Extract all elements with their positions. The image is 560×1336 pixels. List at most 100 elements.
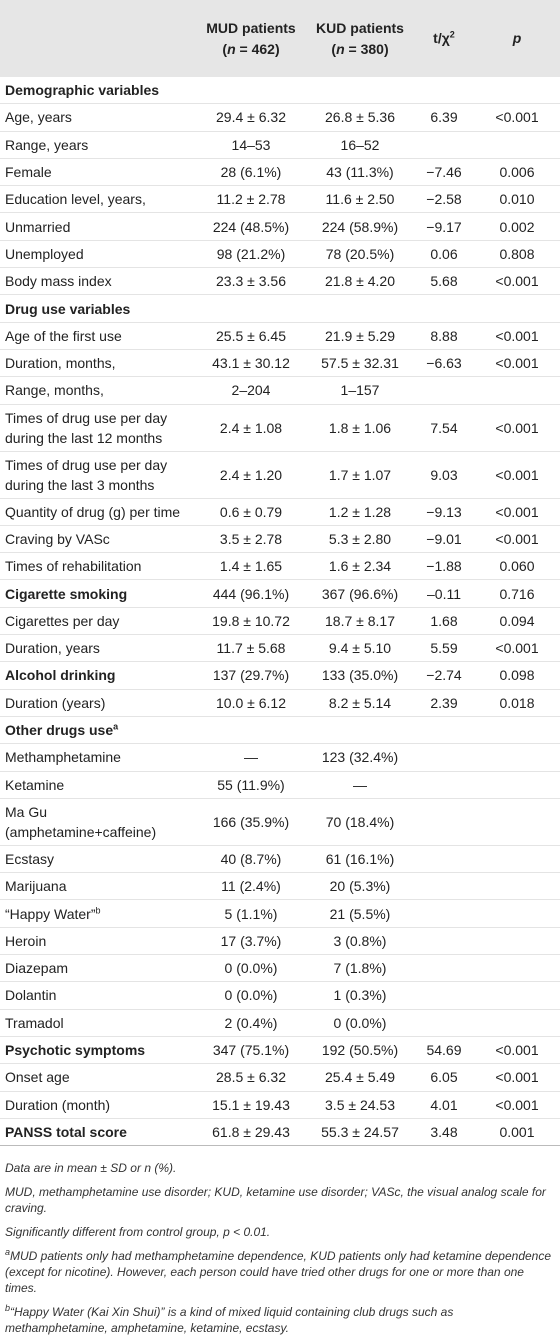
table-cell: 29.4 ± 6.32 — [196, 103, 306, 132]
table-cell: −6.63 — [414, 349, 474, 378]
empty-cell — [474, 743, 560, 772]
label-text: Range, years — [5, 136, 89, 153]
label-text: Times of rehabilitation — [5, 558, 142, 575]
row-label: PANSS total score — [0, 1118, 196, 1147]
table-cell: 61 (16.1%) — [306, 845, 414, 874]
table-cell: 8.2 ± 5.14 — [306, 689, 414, 717]
table-row: Drug use variables — [0, 294, 560, 323]
label-text: Range, months, — [5, 382, 104, 399]
table-cell: 347 (75.1%) — [196, 1036, 306, 1065]
empty-cell — [474, 77, 560, 105]
table-row: Tramadol 2 (0.4%) 0 (0.0%) — [0, 1009, 560, 1037]
label-text: Unmarried — [5, 218, 71, 235]
table-cell: 11 (2.4%) — [196, 872, 306, 901]
label-text: Quantity of drug (g) per time — [5, 503, 181, 520]
table-cell: 7.54 — [414, 404, 474, 452]
row-label: Education level, years, — [0, 185, 196, 214]
row-label: Ma Gu (amphetamine+caffeine) — [0, 798, 196, 846]
sample-size: n — [336, 40, 345, 57]
empty-cell — [414, 716, 474, 745]
footnote-mark: a — [5, 1247, 11, 1258]
table-cell: <0.001 — [474, 1036, 560, 1065]
column-header: MUD patients (n = 462) — [196, 0, 306, 77]
row-label: Age, years — [0, 103, 196, 132]
table-cell: −9.01 — [414, 525, 474, 554]
table-cell: 0.002 — [474, 212, 560, 241]
empty-cell — [474, 954, 560, 983]
table-cell: 3 (0.8%) — [306, 927, 414, 956]
table-row: Diazepam 0 (0.0%) 7 (1.8%) — [0, 954, 560, 983]
label-text: Cigarettes per day — [5, 612, 120, 629]
column-header: KUD patients (n = 380) — [306, 0, 414, 77]
table-row: Times of rehabilitation 1.4 ± 1.65 1.6 ± 2… — [0, 552, 560, 581]
empty-cell — [474, 294, 560, 323]
table-cell: 21.9 ± 5.29 — [306, 322, 414, 350]
sample-size: n — [227, 40, 236, 57]
label-text: Alcohol drinking — [5, 667, 116, 684]
label-text: Times of drug use per day during the las… — [5, 409, 168, 446]
sample-size: = 462) — [235, 40, 280, 57]
footnote-text: Data are in mean ± SD or n (%). — [5, 1161, 177, 1176]
table-cell: 0 (0.0%) — [196, 954, 306, 983]
table-row: Duration (month) 15.1 ± 19.43 3.5 ± 24.53 4… — [0, 1091, 560, 1119]
table-cell: 10.0 ± 6.12 — [196, 689, 306, 717]
row-label: Duration (month) — [0, 1091, 196, 1119]
empty-cell — [414, 872, 474, 901]
table-cell: 0.06 — [414, 240, 474, 269]
table-cell: 9.03 — [414, 451, 474, 499]
table-row: Alcohol drinking 137 (29.7%) 133 (35.0%) −2… — [0, 661, 560, 690]
row-label: “Happy Water”b — [0, 899, 196, 928]
table-row: Education level, years, 11.2 ± 2.78 11.6 ±… — [0, 185, 560, 214]
table-row: Duration (years) 10.0 ± 6.12 8.2 ± 5.14 2.3… — [0, 689, 560, 717]
table-cell: −9.17 — [414, 212, 474, 241]
table-row: Duration, years 11.7 ± 5.68 9.4 ± 5.10 5.59… — [0, 634, 560, 663]
label-text: Times of drug use per day during the las… — [5, 456, 168, 493]
table-cell: 43.1 ± 30.12 — [196, 349, 306, 378]
table-cell: 444 (96.1%) — [196, 579, 306, 608]
table-cell: 0.001 — [474, 1118, 560, 1147]
table-cell: 5.59 — [414, 634, 474, 663]
empty-cell — [414, 1009, 474, 1037]
table-cell: 224 (58.9%) — [306, 212, 414, 241]
table-row: Quantity of drug (g) per time 0.6 ± 0.79 1… — [0, 498, 560, 526]
table-cell: 20 (5.3%) — [306, 872, 414, 901]
empty-cell — [474, 872, 560, 901]
empty-cell — [474, 376, 560, 405]
label-text: Onset age — [5, 1069, 70, 1086]
row-label: Methamphetamine — [0, 743, 196, 772]
row-label: Ketamine — [0, 771, 196, 799]
footnote: Significantly different from control gro… — [5, 1224, 555, 1240]
table-cell: 0.094 — [474, 607, 560, 636]
table-cell: −2.58 — [414, 185, 474, 214]
label-text: Other drugs use — [5, 722, 114, 739]
label-text: Duration, months, — [5, 355, 116, 372]
label-text: Methamphetamine — [5, 749, 121, 766]
table-cell: 0 (0.0%) — [196, 981, 306, 1010]
table-cell: 40 (8.7%) — [196, 845, 306, 874]
table-cell: 137 (29.7%) — [196, 661, 306, 690]
label-text: Ecstasy — [5, 850, 55, 867]
footnote: aMUD patients only had methamphetamine d… — [5, 1248, 555, 1296]
table-row: Other drugs usea — [0, 716, 560, 745]
footnote-mark: a — [113, 721, 119, 732]
table-cell: 25.4 ± 5.49 — [306, 1063, 414, 1092]
label-text: Tramadol — [5, 1014, 64, 1031]
row-label: Ecstasy — [0, 845, 196, 874]
table-cell: <0.001 — [474, 103, 560, 132]
column-title: KUD patients — [316, 19, 404, 36]
empty-cell — [474, 716, 560, 745]
row-label: Duration, years — [0, 634, 196, 663]
table-cell: 25.5 ± 6.45 — [196, 322, 306, 350]
table-cell: 3.48 — [414, 1118, 474, 1147]
table-cell: –0.11 — [414, 579, 474, 608]
row-label: Body mass index — [0, 267, 196, 296]
table-cell: −2.74 — [414, 661, 474, 690]
table-cell: 1.2 ± 1.28 — [306, 498, 414, 526]
table-cell: 0.060 — [474, 552, 560, 581]
table-cell: 2.39 — [414, 689, 474, 717]
row-label: Psychotic symptoms — [0, 1036, 196, 1065]
label-text: PANSS total score — [5, 1123, 127, 1140]
empty-cell — [474, 131, 560, 159]
row-label: Marijuana — [0, 872, 196, 901]
table-cell: 2.4 ± 1.20 — [196, 451, 306, 499]
